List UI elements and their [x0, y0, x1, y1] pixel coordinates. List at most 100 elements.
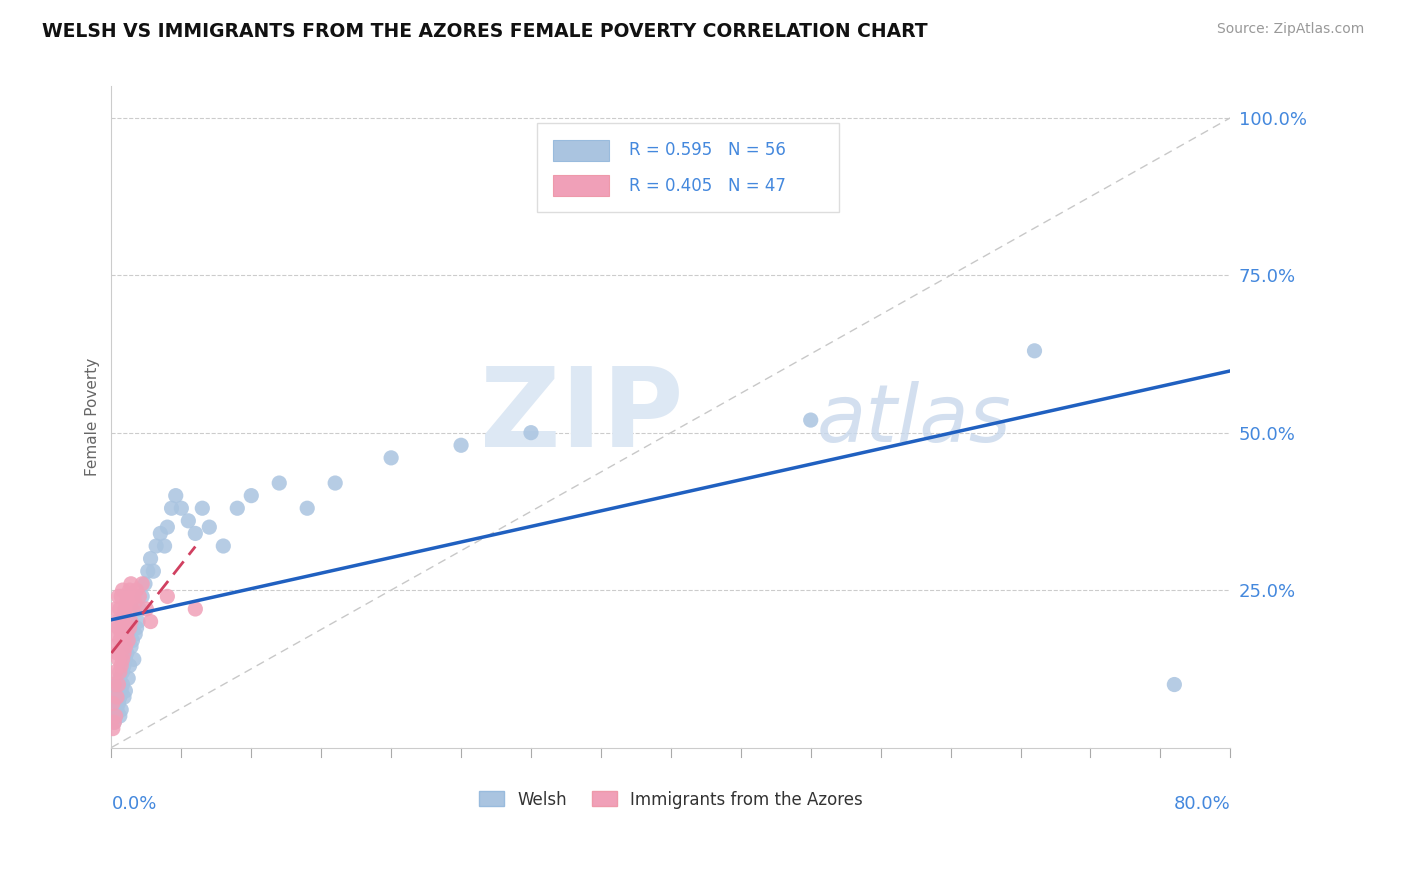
Point	[118, 658, 141, 673]
Point	[131, 590, 153, 604]
Point	[127, 615, 149, 629]
Point	[136, 564, 159, 578]
Point	[184, 526, 207, 541]
Point	[104, 709, 127, 723]
Point	[104, 690, 127, 705]
Point	[128, 602, 150, 616]
Point	[111, 615, 134, 629]
Point	[112, 658, 135, 673]
Point	[111, 677, 134, 691]
Point	[104, 602, 127, 616]
Point	[156, 590, 179, 604]
Point	[114, 683, 136, 698]
Point	[191, 501, 214, 516]
Point	[118, 621, 141, 635]
Point	[110, 703, 132, 717]
Point	[104, 709, 127, 723]
Point	[114, 602, 136, 616]
Text: WELSH VS IMMIGRANTS FROM THE AZORES FEMALE POVERTY CORRELATION CHART: WELSH VS IMMIGRANTS FROM THE AZORES FEMA…	[42, 22, 928, 41]
Point	[108, 602, 131, 616]
Point	[450, 438, 472, 452]
Text: Source: ZipAtlas.com: Source: ZipAtlas.com	[1216, 22, 1364, 37]
Text: atlas: atlas	[817, 381, 1011, 459]
Point	[323, 476, 346, 491]
Point	[1163, 677, 1185, 691]
Point	[108, 665, 131, 679]
Point	[121, 633, 143, 648]
Point	[111, 583, 134, 598]
Point	[107, 677, 129, 691]
Point	[107, 683, 129, 698]
FancyBboxPatch shape	[554, 140, 609, 161]
Point	[135, 602, 157, 616]
Point	[105, 677, 128, 691]
Point	[117, 633, 139, 648]
Point	[124, 627, 146, 641]
Point	[105, 690, 128, 705]
Legend: Welsh, Immigrants from the Azores: Welsh, Immigrants from the Azores	[479, 790, 863, 808]
Text: 80.0%: 80.0%	[1174, 795, 1230, 813]
Point	[1024, 343, 1046, 358]
Point	[142, 564, 165, 578]
FancyBboxPatch shape	[554, 175, 609, 196]
Y-axis label: Female Poverty: Female Poverty	[86, 358, 100, 476]
Text: 0.0%: 0.0%	[111, 795, 157, 813]
Point	[114, 640, 136, 654]
Point	[297, 501, 319, 516]
Point	[120, 576, 142, 591]
Point	[380, 450, 402, 465]
Text: R = 0.405   N = 47: R = 0.405 N = 47	[630, 177, 786, 194]
Point	[101, 697, 124, 711]
Point	[103, 715, 125, 730]
Point	[177, 514, 200, 528]
Point	[120, 640, 142, 654]
Point	[108, 671, 131, 685]
Point	[131, 576, 153, 591]
Point	[165, 489, 187, 503]
Point	[149, 526, 172, 541]
Point	[110, 590, 132, 604]
Point	[134, 576, 156, 591]
Point	[120, 615, 142, 629]
Point	[269, 476, 291, 491]
Point	[110, 658, 132, 673]
Point	[111, 652, 134, 666]
Point	[115, 596, 138, 610]
Point	[212, 539, 235, 553]
Point	[122, 652, 145, 666]
Text: R = 0.595   N = 56: R = 0.595 N = 56	[630, 142, 786, 160]
Point	[198, 520, 221, 534]
Point	[125, 583, 148, 598]
Point	[117, 590, 139, 604]
Point	[101, 722, 124, 736]
Point	[107, 652, 129, 666]
Point	[145, 539, 167, 553]
Point	[240, 489, 263, 503]
Point	[118, 583, 141, 598]
Point	[111, 665, 134, 679]
Point	[184, 602, 207, 616]
Point	[105, 646, 128, 660]
Point	[112, 646, 135, 660]
Point	[128, 590, 150, 604]
Point	[156, 520, 179, 534]
Point	[104, 627, 127, 641]
Point	[520, 425, 543, 440]
Point	[110, 627, 132, 641]
Point	[105, 615, 128, 629]
Point	[115, 646, 138, 660]
Point	[108, 633, 131, 648]
Point	[125, 621, 148, 635]
Point	[107, 621, 129, 635]
Point	[124, 596, 146, 610]
Point	[112, 608, 135, 623]
Text: ZIP: ZIP	[479, 363, 683, 470]
Point	[110, 683, 132, 698]
Point	[170, 501, 193, 516]
Point	[153, 539, 176, 553]
Point	[800, 413, 823, 427]
Point	[105, 703, 128, 717]
Point	[107, 697, 129, 711]
Point	[108, 709, 131, 723]
Point	[139, 615, 162, 629]
